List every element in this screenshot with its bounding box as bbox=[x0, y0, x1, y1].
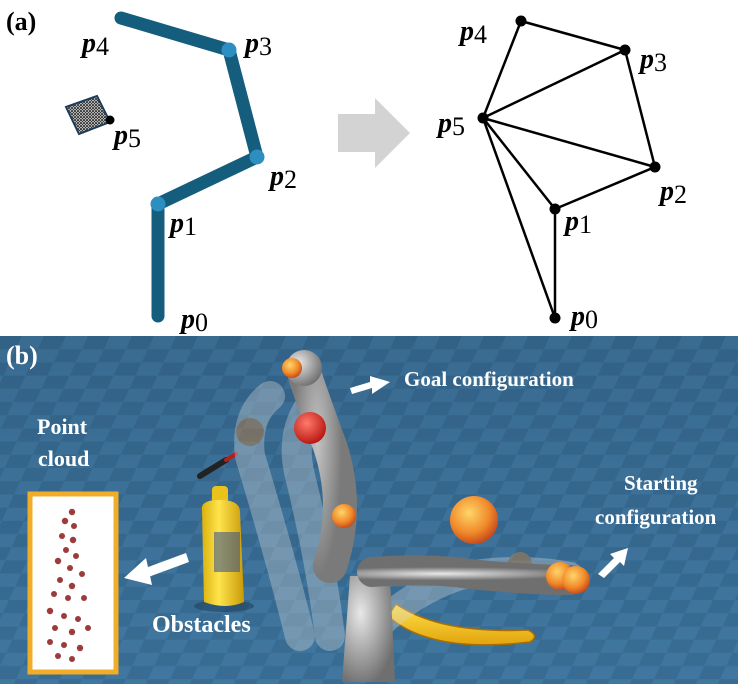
banana-obstacle bbox=[387, 602, 536, 646]
graph-label-p5: p5 bbox=[436, 108, 465, 141]
point-cloud-label-line2: cloud bbox=[38, 446, 89, 471]
graph-label-p3: p3 bbox=[638, 44, 667, 77]
graph-label-p0: p0 bbox=[569, 301, 598, 334]
panel-b-simulation-scene: (b) Point cloud Obstacles bbox=[0, 336, 738, 684]
graph-label-p4: p4 bbox=[458, 16, 487, 49]
label-p1: p1 bbox=[168, 208, 197, 241]
starting-label-line2: configuration bbox=[595, 505, 717, 529]
panel-a-kinematic-diagram: (a) p0 p1 p2 p3 p4 p5 bbox=[6, 7, 687, 336]
orange-ball-obstacle bbox=[450, 496, 498, 544]
point-cloud-label-line1: Point bbox=[37, 414, 88, 439]
apple-obstacle bbox=[294, 412, 326, 444]
arm-point-labels: p0 p1 p2 p3 p4 p5 bbox=[80, 28, 297, 336]
point-cloud-box bbox=[27, 491, 119, 675]
robot-arm-kuka bbox=[282, 350, 590, 682]
graph-label-p2: p2 bbox=[658, 176, 687, 209]
graph-edges bbox=[481, 19, 657, 319]
graph-nodes bbox=[477, 15, 661, 324]
goal-configuration-label: Goal configuration bbox=[404, 367, 574, 391]
label-p0: p0 bbox=[179, 304, 208, 336]
label-p2: p2 bbox=[268, 161, 297, 194]
label-p3: p3 bbox=[243, 28, 272, 61]
transform-arrow-icon bbox=[338, 98, 410, 168]
graph-point-labels: p0 p1 p2 p3 p4 p5 bbox=[436, 16, 687, 334]
label-p5: p5 bbox=[112, 120, 141, 153]
label-p4: p4 bbox=[80, 28, 109, 61]
robot-arm-joints bbox=[150, 42, 265, 212]
panel-a-label: (a) bbox=[6, 7, 36, 36]
obstacle-square bbox=[64, 94, 115, 136]
goal-arrow-icon bbox=[350, 376, 390, 394]
screwdriver-obstacle bbox=[197, 452, 238, 479]
panel-b-label: (b) bbox=[6, 341, 38, 370]
graph-label-p1: p1 bbox=[563, 206, 592, 239]
starting-arrow-icon bbox=[598, 548, 628, 578]
robot-arm-links bbox=[114, 11, 264, 323]
mustard-bottle-obstacle bbox=[194, 486, 254, 612]
starting-label-line1: Starting bbox=[624, 471, 698, 495]
obstacles-label: Obstacles bbox=[152, 612, 251, 638]
obstacles-arrow-icon bbox=[124, 553, 189, 585]
